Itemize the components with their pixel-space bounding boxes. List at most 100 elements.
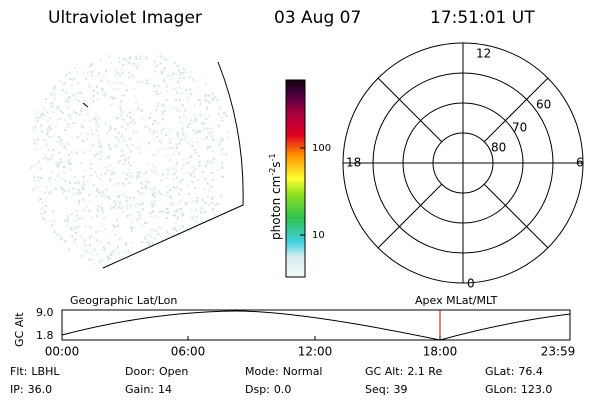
- noise-dot: [38, 199, 41, 202]
- noise-dot: [75, 210, 78, 213]
- noise-dot: [178, 86, 181, 89]
- noise-dot: [129, 176, 132, 179]
- noise-dot: [37, 179, 40, 182]
- noise-dot: [117, 225, 120, 228]
- noise-dot: [157, 84, 160, 87]
- noise-dot: [138, 214, 141, 217]
- colorbar: [285, 79, 306, 278]
- noise-dot: [172, 186, 175, 189]
- noise-dot: [175, 144, 178, 147]
- noise-dot: [89, 236, 92, 239]
- noise-dot: [56, 141, 59, 144]
- noise-dot: [221, 137, 224, 140]
- noise-dot: [88, 209, 91, 212]
- noise-dot: [186, 99, 189, 102]
- noise-dot: [125, 242, 128, 245]
- noise-dot: [151, 201, 154, 204]
- noise-dot: [156, 172, 158, 175]
- field-value: Open: [159, 365, 188, 378]
- alt-ytick-label: 1.8: [36, 329, 54, 342]
- noise-dot: [145, 186, 148, 189]
- noise-dot: [119, 114, 122, 117]
- noise-dot: [155, 65, 158, 67]
- noise-dot: [220, 175, 223, 178]
- noise-dot: [107, 258, 109, 261]
- noise-dot: [51, 224, 54, 226]
- noise-dot: [96, 125, 99, 128]
- noise-dot: [109, 254, 112, 257]
- alt-xtick-label: 12:00: [298, 345, 333, 359]
- noise-dot: [152, 154, 155, 157]
- noise-dot: [83, 99, 86, 102]
- noise-dot: [70, 151, 73, 153]
- noise-dot: [141, 109, 144, 112]
- noise-dot: [35, 186, 38, 189]
- noise-dot: [53, 97, 56, 100]
- noise-dot: [128, 182, 131, 185]
- noise-dot: [176, 176, 179, 179]
- noise-dot: [153, 186, 156, 189]
- noise-dot: [178, 151, 180, 154]
- noise-dot: [116, 220, 119, 223]
- noise-dot: [44, 156, 47, 159]
- noise-dot: [64, 240, 67, 243]
- noise-dot: [156, 130, 159, 133]
- noise-dot: [147, 162, 150, 165]
- noise-dot: [109, 179, 112, 182]
- noise-dot: [135, 58, 138, 60]
- alt-ytick-label: 9.0: [36, 306, 54, 319]
- noise-dot: [204, 201, 207, 204]
- noise-dot: [99, 230, 102, 233]
- noise-dot: [92, 89, 95, 92]
- noise-dot: [98, 192, 101, 195]
- noise-dot: [113, 184, 116, 187]
- noise-dot: [127, 161, 130, 164]
- noise-dot: [148, 127, 151, 130]
- noise-dot: [185, 117, 188, 120]
- noise-dot: [153, 85, 156, 88]
- noise-dot: [87, 132, 90, 135]
- noise-dot: [67, 126, 70, 128]
- noise-dot: [82, 187, 85, 190]
- noise-dot: [99, 58, 102, 61]
- noise-dot: [106, 169, 109, 172]
- noise-dot: [212, 178, 215, 181]
- noise-dot: [128, 214, 131, 217]
- noise-dot: [204, 178, 207, 181]
- noise-dot: [57, 234, 60, 237]
- noise-dot: [108, 164, 111, 167]
- noise-dot: [141, 202, 144, 205]
- field-value: 14: [158, 383, 172, 396]
- noise-dot: [130, 221, 133, 224]
- noise-dot: [151, 193, 154, 196]
- noise-dot: [68, 154, 70, 157]
- noise-dot: [89, 243, 91, 246]
- noise-dot: [83, 71, 86, 74]
- noise-dot: [33, 138, 36, 141]
- noise-dot: [193, 104, 196, 107]
- noise-dot: [154, 166, 157, 169]
- noise-dot: [50, 157, 53, 160]
- noise-dot: [76, 91, 79, 94]
- noise-dot: [171, 228, 174, 230]
- noise-dot: [96, 215, 99, 217]
- noise-dot: [94, 171, 97, 174]
- noise-dot: [110, 170, 113, 172]
- noise-dot: [56, 107, 59, 110]
- noise-dot: [211, 97, 214, 100]
- noise-dot: [66, 122, 69, 125]
- noise-dot: [108, 155, 111, 158]
- noise-dot: [180, 92, 183, 95]
- noise-dot: [63, 145, 66, 148]
- noise-dot: [39, 124, 42, 127]
- noise-dot: [139, 57, 142, 60]
- noise-dot: [41, 157, 44, 160]
- noise-dot: [68, 97, 71, 99]
- noise-dot: [42, 107, 45, 110]
- noise-dot: [206, 146, 209, 149]
- noise-dot: [40, 130, 43, 133]
- noise-dot: [167, 74, 170, 77]
- noise-dot: [69, 117, 72, 120]
- noise-dot: [160, 179, 163, 182]
- noise-dot: [125, 199, 128, 202]
